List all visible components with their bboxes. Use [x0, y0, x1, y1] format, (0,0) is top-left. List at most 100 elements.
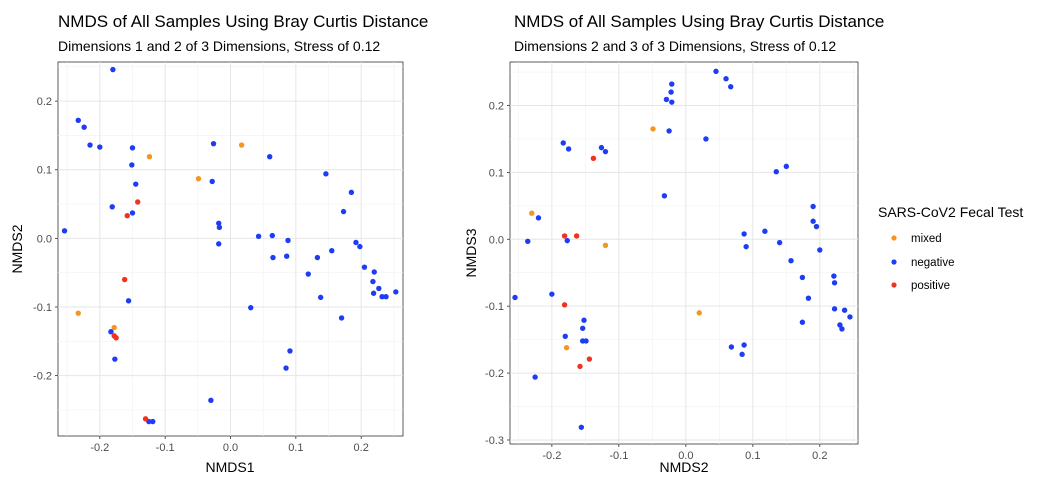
chart-1-point-negative — [371, 269, 377, 275]
chart-2-point-negative — [739, 351, 745, 358]
chart-1-point-negative — [210, 140, 217, 147]
chart-1-point-negative — [75, 117, 81, 124]
chart-2-point-negative — [512, 294, 518, 301]
chart-2-grid — [510, 62, 858, 444]
chart-2-point-positive — [590, 155, 597, 162]
chart-1-x-tick-m0p20: -0.2 — [90, 442, 109, 454]
chart-1-point-negative — [323, 171, 329, 177]
chart-1-point-negative — [370, 290, 377, 296]
chart-2: NMDS of All Samples Using Bray Curtis Di… — [463, 12, 884, 475]
chart-2-subtitle: Dimensions 2 and 3 of 3 Dimensions, Stre… — [514, 38, 836, 54]
chart-2-point-negative — [728, 344, 735, 350]
chart-1-point-negative — [129, 210, 136, 216]
chart-1-point-negative — [109, 204, 115, 210]
chart-2-point-mixed — [650, 126, 656, 132]
chart-2-point-negative — [579, 325, 586, 331]
chart-2-point-negative — [799, 319, 806, 325]
chart-1-point-negative — [353, 239, 359, 246]
chart-2-point-negative — [817, 247, 823, 253]
chart-1-x-tick-m0p10: -0.1 — [156, 442, 175, 454]
chart-1-point-mixed — [75, 310, 81, 316]
chart-2-point-negative — [669, 99, 675, 105]
chart-1-point-negative — [383, 293, 389, 300]
chart-2-point-negative — [799, 274, 806, 281]
chart-2-point-negative — [581, 317, 587, 323]
chart-1-point-negative — [314, 254, 321, 261]
chart-2-x-tick-m0p10: -0.1 — [609, 450, 628, 462]
chart-2-point-mixed — [529, 210, 535, 216]
chart-1-y-ticks: -0.2 -0.1 0.0 0.1 0.2 — [33, 96, 58, 383]
chart-2-y-axis-label: NMDS3 — [463, 228, 479, 277]
chart-2-point-negative — [532, 374, 538, 380]
chart-1-point-negative — [208, 397, 214, 404]
chart-2-y-tick-m0p30: -0.3 — [485, 435, 504, 447]
chart-1-point-negative — [216, 220, 222, 226]
chart-1-point-negative — [270, 254, 276, 261]
chart-2-x-tick-0p10: 0.1 — [745, 450, 760, 462]
legend-swatch-mixed — [891, 235, 897, 241]
chart-1-point-negative — [150, 418, 156, 425]
chart-1-point-negative — [305, 271, 311, 277]
chart-2-point-negative — [837, 322, 843, 328]
chart-1-point-negative — [110, 66, 116, 73]
chart-2-point-negative — [773, 169, 779, 175]
chart-2-point-negative — [728, 84, 734, 90]
chart-2-point-positive — [577, 363, 583, 370]
chart-1-x-tick-0p20: 0.2 — [354, 442, 369, 454]
chart-2-points — [512, 68, 853, 430]
chart-1-subtitle: Dimensions 1 and 2 of 3 Dimensions, Stre… — [58, 38, 380, 54]
chart-1-point-mixed — [238, 142, 245, 148]
chart-1-point-negative — [248, 304, 254, 311]
legend-swatch-negative — [891, 259, 897, 265]
chart-1-point-negative — [216, 241, 222, 247]
chart-1-point-mixed — [146, 154, 153, 160]
chart-2-y-tick-0p00: 0.0 — [489, 234, 504, 246]
chart-1-y-tick-0p00: 0.0 — [37, 233, 52, 245]
chart-1-y-tick-0p10: 0.1 — [37, 165, 52, 177]
chart-2-point-mixed — [602, 242, 609, 249]
chart-1-point-negative — [393, 289, 399, 295]
chart-1-point-negative — [287, 348, 293, 354]
chart-2-y-tick-0p10: 0.1 — [489, 167, 504, 179]
chart-2-x-ticks: -0.2 -0.1 0.0 0.1 0.2 — [542, 444, 827, 462]
chart-2-point-negative — [741, 342, 747, 348]
chart-2-y-tick-m0p10: -0.1 — [485, 301, 504, 313]
chart-1-x-tick-0p10: 0.1 — [288, 442, 303, 454]
legend-label-positive: positive — [911, 280, 950, 292]
chart-1-point-negative — [376, 285, 382, 292]
chart-1-point-negative — [340, 208, 347, 215]
chart-1-point-negative — [338, 315, 345, 321]
chart-1-point-positive — [135, 199, 141, 205]
legend-label-negative: negative — [911, 257, 954, 269]
chart-1-point-negative — [255, 233, 262, 240]
chart-1-point-negative — [129, 145, 136, 151]
chart-2-point-negative — [831, 306, 838, 312]
chart-2-point-negative — [813, 223, 820, 230]
legend-swatch-positive — [891, 282, 897, 288]
chart-1-point-negative — [125, 298, 132, 304]
chart-2-point-negative — [788, 257, 794, 264]
chart-2-point-negative — [562, 333, 568, 339]
chart-2-point-negative — [549, 291, 555, 297]
chart-2-point-negative — [535, 215, 542, 221]
chart-1-point-negative — [370, 278, 376, 285]
chart-2-point-negative — [560, 140, 566, 146]
chart-1-title: NMDS of All Samples Using Bray Curtis Di… — [58, 12, 428, 31]
chart-2-point-negative — [762, 228, 768, 234]
chart-2-point-negative — [743, 243, 749, 250]
chart-1-y-axis-label: NMDS2 — [9, 224, 25, 273]
chart-1: NMDS of All Samples Using Bray Curtis Di… — [9, 12, 428, 475]
chart-1-point-negative — [283, 365, 289, 371]
chart-1-point-negative — [81, 124, 87, 130]
legend: SARS-CoV2 Fecal Test mixed negative posi… — [878, 204, 1023, 292]
chart-2-point-positive — [573, 233, 580, 239]
chart-2-point-mixed — [563, 344, 570, 351]
chart-2-point-positive — [586, 356, 593, 362]
chart-2-point-negative — [602, 148, 609, 155]
chart-2-point-negative — [810, 218, 816, 224]
chart-1-points — [61, 66, 399, 425]
chart-1-point-negative — [133, 181, 139, 187]
chart-1-point-positive — [121, 276, 128, 283]
legend-label-mixed: mixed — [911, 233, 942, 245]
